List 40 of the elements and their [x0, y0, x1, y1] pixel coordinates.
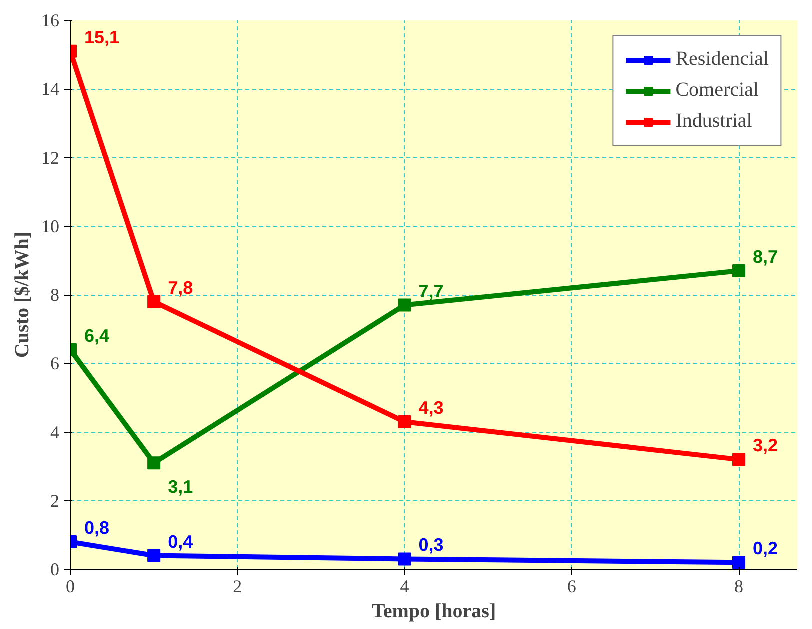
point [732, 453, 746, 466]
x-tick-label: 8 [734, 576, 744, 596]
y-tick-label: 0 [50, 560, 60, 580]
data-label: 4,3 [418, 398, 444, 418]
point [732, 556, 746, 570]
y-tick-label: 4 [50, 422, 60, 442]
data-label: 0,4 [168, 532, 194, 552]
data-label: 7,7 [418, 281, 444, 302]
y-tick-label: 12 [42, 148, 60, 168]
y-tick-label: 16 [42, 10, 60, 30]
point [148, 456, 161, 470]
data-label: 6,4 [84, 326, 110, 346]
y-tick-label: 2 [50, 490, 60, 511]
data-label: 0,2 [753, 538, 778, 559]
x-tick-label: 0 [66, 576, 75, 596]
x-axis-title: Tempo [horas] [372, 600, 496, 622]
data-label: 15,1 [84, 27, 120, 48]
point [732, 264, 746, 278]
y-tick-label: 8 [50, 285, 60, 305]
data-label: 0,8 [84, 518, 110, 538]
point [148, 295, 161, 308]
point [398, 298, 412, 312]
y-tick-label: 6 [50, 354, 60, 374]
legend-label: Industrial [676, 110, 752, 133]
point [148, 549, 161, 562]
data-label: 7,8 [168, 278, 194, 298]
y-tick-label: 14 [42, 79, 60, 100]
legend-label: Residencial [676, 48, 769, 71]
y-axis-title: Custo [$/kWh] [12, 232, 34, 358]
legend-label: Comercial [676, 79, 759, 102]
x-tick-label: 2 [233, 576, 242, 596]
point [398, 415, 412, 428]
x-tick-label: 6 [567, 576, 576, 596]
point [398, 552, 412, 566]
x-tick-label: 4 [400, 576, 410, 596]
data-label: 0,3 [418, 535, 444, 556]
y-tick-label: 10 [42, 216, 60, 236]
data-label: 8,7 [753, 246, 778, 267]
data-label: 3,2 [753, 436, 778, 456]
data-label: 3,1 [168, 477, 194, 498]
